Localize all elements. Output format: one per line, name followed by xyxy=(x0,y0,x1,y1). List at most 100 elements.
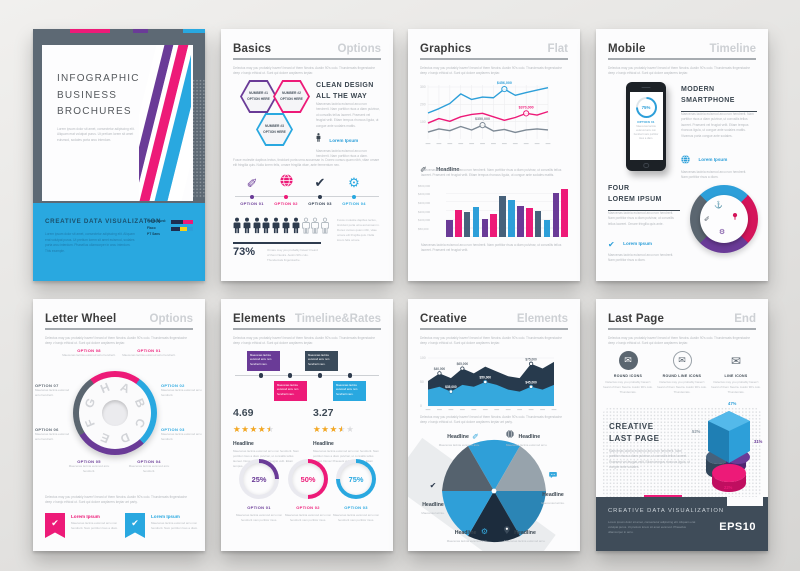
donut-icon-wrap xyxy=(732,207,737,225)
screen-percent: 75% xyxy=(637,98,655,116)
umbrella-headline: Headline Maecenas lacinia. xyxy=(532,465,574,506)
svg-text:$75,000: $75,000 xyxy=(525,357,537,361)
band-notch xyxy=(727,497,763,506)
people-side-text: Fusce molestie dapibus lectus, tincidunt… xyxy=(337,218,380,242)
anchor-icon: ⚓ xyxy=(714,201,723,209)
page-subtitle: Elements xyxy=(516,313,568,325)
bar xyxy=(508,199,515,237)
mid-text: Fusce molestie dapibus lectus, tincidunt… xyxy=(233,158,380,168)
pie-chart-3d xyxy=(694,405,764,500)
cover-top-strip-magenta xyxy=(70,29,110,33)
headline-text: Maecenas lacinia euismod arcu. xyxy=(446,539,488,543)
bar xyxy=(481,219,489,237)
round-icon-circle: ✉ xyxy=(618,351,638,370)
ring-text: Maecenas lacinia euismod arcu non hendre… xyxy=(332,513,380,522)
wheel-option-text: Maecenas lacinia euismod arcu hendrerit. xyxy=(161,388,202,397)
hexagon-inner: NUMBER #1 OPTION HERE xyxy=(242,82,275,111)
wheel-option: OPTION 08 Maecenas lacinia euismod arcu h… xyxy=(61,348,117,358)
ring-option-label: OPTION 02 xyxy=(296,505,320,510)
headline-text: Maecenas lacinia euismod arcu. xyxy=(438,443,480,447)
bar-axis-label: $50,000 xyxy=(418,227,429,231)
star-rating: ★★★★★★★★★★ xyxy=(313,425,355,434)
gear-icon: ⚙ xyxy=(348,175,360,190)
phone-home-button xyxy=(643,162,649,169)
wheel-option-label: OPTION 07 xyxy=(35,383,59,388)
chat-icon xyxy=(549,471,557,478)
check-label: Lorem Ipsum xyxy=(623,241,652,246)
ring-option-label: OPTION 01 xyxy=(247,505,271,510)
hexagon-option: NUMBER #2 OPTION HERE xyxy=(273,80,310,113)
ring-text: Maecenas lacinia euismod arcu non hendre… xyxy=(284,513,332,522)
hexagon-inner: NUMBER #3 OPTION HERE xyxy=(258,115,291,144)
person-glyph xyxy=(253,217,261,234)
ring-text: Maecenas lacinia euismod arcu non hendre… xyxy=(235,513,283,522)
svg-text:100: 100 xyxy=(420,120,426,124)
percent-caption: Ornare may you probably haven't heard of… xyxy=(267,248,318,262)
headline-icon-wrap xyxy=(532,465,574,483)
option-icon-wrap: ✔ xyxy=(303,174,337,192)
svg-text:50: 50 xyxy=(420,380,424,384)
svg-text:$45,000: $45,000 xyxy=(525,380,537,384)
pie-percent-label: 31% xyxy=(754,439,763,444)
icon-card-label: ROUND LINE ICONS xyxy=(662,374,702,378)
cover-footer-heading: CREATIVE DATA VISUALIZATION xyxy=(45,218,162,225)
person-filled-icon xyxy=(243,217,251,239)
bar-axis-label: $200,000 xyxy=(418,209,431,214)
page-subtitle: Flat xyxy=(547,43,568,55)
wheel-option: OPTION 03 Maecenas lacinia euismod arcu h… xyxy=(161,427,203,442)
smartphone: 75% OPTION 01 Maecenas lacinia euismod a… xyxy=(626,82,666,171)
person-filled-icon xyxy=(282,217,290,239)
color-swatch-bar xyxy=(171,220,193,224)
page-title: Mobile xyxy=(608,43,646,55)
screen-option-label: OPTION 01 xyxy=(637,119,655,124)
band-accent-stripe xyxy=(644,494,682,497)
svg-text:200: 200 xyxy=(420,103,426,107)
wheel-option: OPTION 01 Maecenas lacinia euismod arcu h… xyxy=(121,348,177,358)
ribbon-badge: ✔ xyxy=(45,513,65,538)
wheel-option-label: OPTION 01 xyxy=(137,348,161,353)
wheel-option-text: Maecenas lacinia euismod arcu hendrerit. xyxy=(128,464,170,473)
icon-card-text: Delectus may you probably haven't heard … xyxy=(603,380,653,394)
option-label: OPTION 04 xyxy=(342,201,366,206)
page-subtitle: Options xyxy=(149,313,193,325)
brochure-elements: Elements Timeline&Rates Delectus may you… xyxy=(221,299,393,551)
option-icon-wrap: ✎ xyxy=(235,174,269,192)
umbrella-headline: ✔ Headline Maecenas lacinia. xyxy=(412,475,454,516)
bar xyxy=(534,211,542,237)
svg-text:$40,000: $40,000 xyxy=(434,367,446,371)
bar xyxy=(525,207,533,237)
check-row: ✔ Lorem Ipsum Maecenas lacinia euismod a… xyxy=(608,234,678,264)
hexagon-option: NUMBER #1 OPTION HERE xyxy=(240,80,277,113)
font-line: Fonts Used: xyxy=(147,219,167,223)
icon-card-label: LINE ICONS xyxy=(724,374,748,378)
timeline-box: Maecenas lacinia euismod arcu non hendre… xyxy=(333,381,366,401)
star-rating: ★★★★★★★★★★ xyxy=(233,425,275,434)
pin-icon xyxy=(504,526,510,534)
headline-icon-wrap: ✔ xyxy=(412,475,454,493)
check-text: Maecenas lacinia euismod arcu non hendre… xyxy=(608,253,674,263)
globe-icon xyxy=(681,155,690,164)
stars-filled: ★★★★★ xyxy=(233,425,270,434)
mid-text: Delectus may you probably haven't heard … xyxy=(420,415,563,425)
bar xyxy=(543,220,551,237)
bar xyxy=(517,205,524,237)
timeline-dot xyxy=(317,373,323,378)
option-column: ✔ OPTION 03 xyxy=(303,174,337,206)
person-glyph xyxy=(292,217,300,234)
check-icon: ✔ xyxy=(429,481,437,490)
wheel-option-label: OPTION 02 xyxy=(161,383,185,388)
pencil-icon: ✎ xyxy=(704,215,712,222)
intro-text: Delectus may you probably haven't heard … xyxy=(233,66,376,76)
svg-text:100: 100 xyxy=(420,356,426,360)
font-line: PT Sans xyxy=(147,232,161,237)
rating-headline: Headline xyxy=(313,441,334,447)
brochure-last-page: Last Page End Delectus may you probably … xyxy=(596,299,768,551)
bar xyxy=(446,220,453,237)
hexagon-inner: NUMBER #2 OPTION HERE xyxy=(275,82,308,111)
svg-text:$370,000: $370,000 xyxy=(519,105,534,109)
option-dot xyxy=(318,194,322,199)
ribbon-label: Lorem Ipsum xyxy=(71,514,100,519)
person-glyph xyxy=(262,217,270,234)
